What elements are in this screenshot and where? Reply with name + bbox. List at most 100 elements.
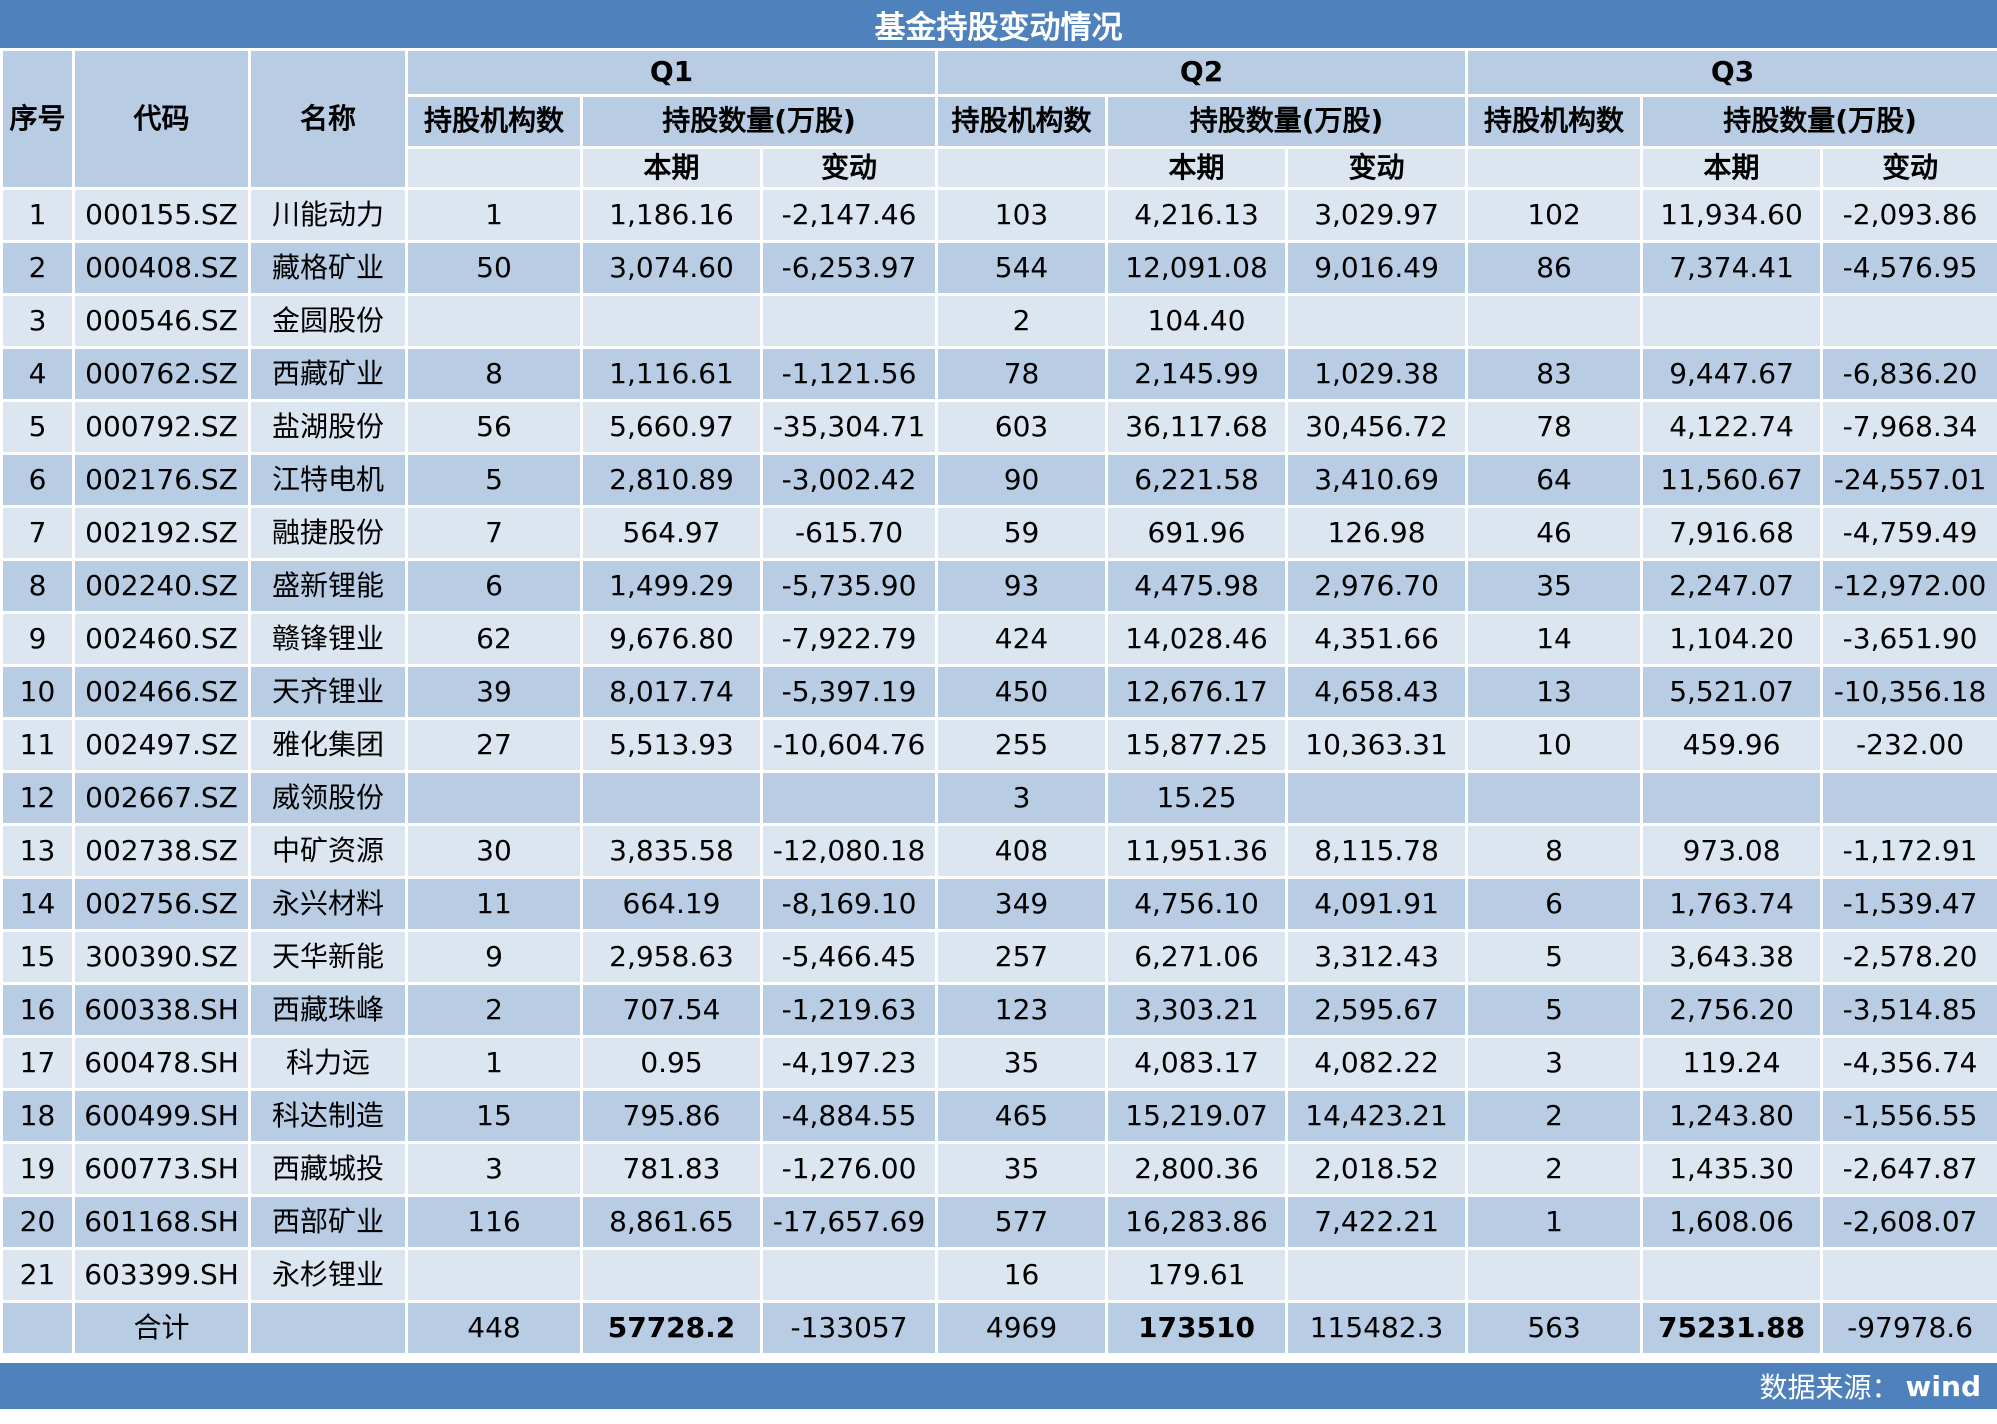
q2-change-cell: 3,029.97	[1285, 187, 1469, 243]
table-row: 17 600478.SH 科力远 1 0.95 -4,197.23 35 4,083.17 4,…	[0, 1035, 1997, 1091]
total-q3-current-cell: 75231.88	[1640, 1300, 1824, 1356]
name-cell: 西藏城投	[248, 1141, 408, 1197]
q2-change-cell: 30,456.72	[1285, 399, 1469, 455]
q3-inst-cell: 64	[1465, 452, 1644, 508]
q1-change-cell: -4,197.23	[759, 1035, 939, 1091]
q1-current-cell	[580, 1247, 763, 1303]
q1-current-cell: 2,958.63	[580, 929, 763, 985]
q1-inst-cell: 27	[405, 717, 583, 773]
q1-current-cell	[580, 293, 763, 349]
seq-cell: 9	[0, 611, 75, 667]
q3-inst-cell: 2	[1465, 1088, 1644, 1144]
q3-change-cell: -3,651.90	[1820, 611, 1997, 667]
q1-inst-cell: 39	[405, 664, 583, 720]
q1-current-cell: 9,676.80	[580, 611, 763, 667]
q2-current-cell: 12,676.17	[1105, 664, 1289, 720]
q2-inst-cell: 255	[935, 717, 1109, 773]
header-q2-current: 本期	[1105, 146, 1289, 190]
q3-inst-cell: 2	[1465, 1141, 1644, 1197]
table-row: 21 603399.SH 永杉锂业 16 179.61	[0, 1247, 1997, 1303]
seq-cell: 7	[0, 505, 75, 561]
q3-inst-cell	[1465, 770, 1644, 826]
q1-current-cell: 781.83	[580, 1141, 763, 1197]
q2-change-cell	[1285, 770, 1469, 826]
name-cell: 天华新能	[248, 929, 408, 985]
name-cell: 盛新锂能	[248, 558, 408, 614]
seq-cell: 10	[0, 664, 75, 720]
name-cell: 中矿资源	[248, 823, 408, 879]
table-row: 5 000792.SZ 盐湖股份 56 5,660.97 -35,304.71 603 36,…	[0, 399, 1997, 455]
q3-current-cell: 1,243.80	[1640, 1088, 1824, 1144]
q3-inst-cell: 13	[1465, 664, 1644, 720]
q2-current-cell: 4,216.13	[1105, 187, 1289, 243]
name-cell: 永兴材料	[248, 876, 408, 932]
header-row-quarters: 序号 代码 名称 Q1 Q2 Q3	[0, 48, 1997, 190]
header-q1-share-qty: 持股数量(万股)	[579, 94, 939, 149]
q3-current-cell	[1640, 1247, 1824, 1303]
table-row: 11 002497.SZ 雅化集团 27 5,513.93 -10,604.76 255 15…	[0, 717, 1997, 773]
q1-change-cell: -5,397.19	[759, 664, 939, 720]
header-q1-change: 变动	[759, 146, 939, 190]
name-cell: 江特电机	[248, 452, 408, 508]
q1-current-cell: 0.95	[580, 1035, 763, 1091]
q2-inst-cell: 59	[935, 505, 1109, 561]
table-header: 序号 代码 名称 Q1 Q2 Q3 持股机构数 持股数量(万股) 持股机构数 持…	[0, 48, 1997, 190]
header-row-groups: 持股机构数 持股数量(万股) 持股机构数 持股数量(万股) 持股机构数 持股数量…	[2, 94, 1997, 149]
q3-current-cell: 11,934.60	[1640, 187, 1824, 243]
q3-inst-cell: 14	[1465, 611, 1644, 667]
q3-change-cell: -1,556.55	[1820, 1088, 1997, 1144]
header-name: 名称	[248, 48, 408, 190]
table-row: 6 002176.SZ 江特电机 5 2,810.89 -3,002.42 90 6,221.…	[0, 452, 1997, 508]
fund-holdings-table: 序号 代码 名称 Q1 Q2 Q3 持股机构数 持股数量(万股) 持股机构数 持…	[0, 48, 1997, 1356]
q1-change-cell	[759, 1247, 939, 1303]
q2-current-cell: 6,271.06	[1105, 929, 1289, 985]
seq-cell: 19	[0, 1141, 75, 1197]
q2-inst-cell: 2	[935, 293, 1109, 349]
q1-inst-cell: 5	[405, 452, 583, 508]
q2-current-cell: 4,756.10	[1105, 876, 1289, 932]
q3-inst-cell: 78	[1465, 399, 1644, 455]
q3-inst-cell: 86	[1465, 240, 1644, 296]
code-cell: 002497.SZ	[72, 717, 251, 773]
q3-change-cell: -3,514.85	[1820, 982, 1997, 1038]
table-row: 20 601168.SH 西部矿业 116 8,861.65 -17,657.69 577 1…	[0, 1194, 1997, 1250]
table-row: 7 002192.SZ 融捷股份 7 564.97 -615.70 59 691.96 126.…	[0, 505, 1997, 561]
q3-change-cell	[1820, 770, 1997, 826]
q2-change-cell: 1,029.38	[1285, 346, 1469, 402]
q2-change-cell: 4,091.91	[1285, 876, 1469, 932]
q3-change-cell: -4,759.49	[1820, 505, 1997, 561]
q2-inst-cell: 424	[935, 611, 1109, 667]
code-cell: 600773.SH	[72, 1141, 251, 1197]
q3-current-cell: 1,763.74	[1640, 876, 1824, 932]
name-cell: 赣锋锂业	[248, 611, 408, 667]
q3-inst-cell: 102	[1465, 187, 1644, 243]
q1-inst-cell: 7	[405, 505, 583, 561]
q3-change-cell: -2,608.07	[1820, 1194, 1997, 1250]
table-row: 2 000408.SZ 藏格矿业 50 3,074.60 -6,253.97 544 12,0…	[0, 240, 1997, 296]
seq-cell: 1	[0, 187, 75, 243]
q2-current-cell: 11,951.36	[1105, 823, 1289, 879]
q3-current-cell: 3,643.38	[1640, 929, 1824, 985]
name-cell: 川能动力	[248, 187, 408, 243]
q3-change-cell: -24,557.01	[1820, 452, 1997, 508]
seq-cell: 5	[0, 399, 75, 455]
q2-inst-cell: 78	[935, 346, 1109, 402]
q3-current-cell: 9,447.67	[1640, 346, 1824, 402]
header-q2-inst-count: 持股机构数	[935, 94, 1109, 149]
total-q1-current-cell: 57728.2	[580, 1300, 763, 1356]
q3-change-cell: -232.00	[1820, 717, 1997, 773]
q1-current-cell: 1,499.29	[580, 558, 763, 614]
q1-current-cell: 5,660.97	[580, 399, 763, 455]
q1-current-cell: 664.19	[580, 876, 763, 932]
code-cell: 300390.SZ	[72, 929, 251, 985]
table-row: 19 600773.SH 西藏城投 3 781.83 -1,276.00 35 2,800.3…	[0, 1141, 1997, 1197]
q1-inst-cell: 62	[405, 611, 583, 667]
header-q1-current: 本期	[580, 146, 763, 190]
q1-inst-cell: 116	[405, 1194, 583, 1250]
code-cell: 002667.SZ	[72, 770, 251, 826]
q2-current-cell: 691.96	[1105, 505, 1289, 561]
seq-cell: 11	[0, 717, 75, 773]
q1-inst-cell: 3	[405, 1141, 583, 1197]
name-cell: 雅化集团	[248, 717, 408, 773]
q2-change-cell	[1285, 293, 1469, 349]
